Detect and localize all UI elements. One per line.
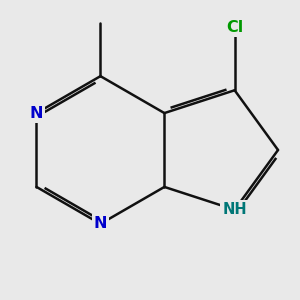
Text: Cl: Cl [226,20,243,35]
Text: NH: NH [222,202,247,217]
Text: N: N [94,216,107,231]
Text: N: N [30,106,43,121]
